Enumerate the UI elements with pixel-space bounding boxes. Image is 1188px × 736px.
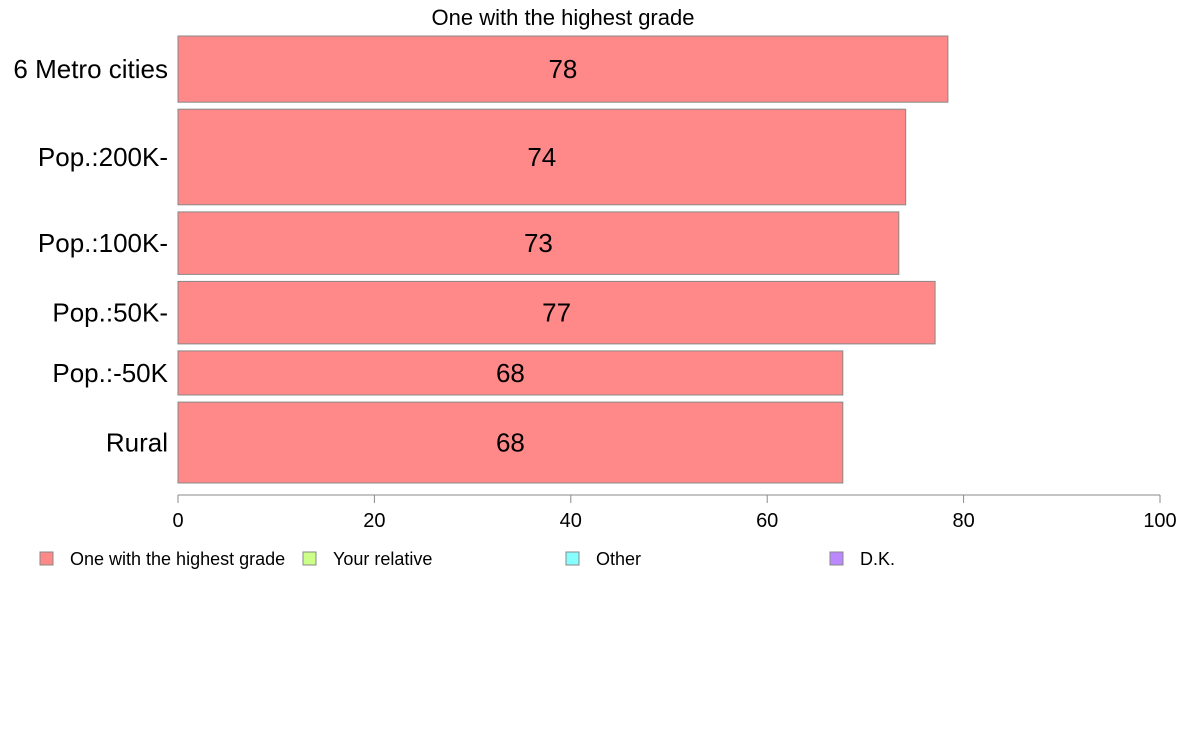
x-tick-label: 100 — [1143, 510, 1176, 532]
bar-value-label: 73 — [524, 228, 553, 258]
bar-5 — [177, 401, 844, 484]
category-labels: 6 Metro cities Pop.:200K- Pop.:100K- Pop.:5… — [13, 54, 168, 457]
legend-swatch — [829, 551, 844, 566]
category-label: 6 Metro cities — [13, 54, 168, 84]
x-tick-label: 40 — [560, 510, 582, 532]
bar-1 — [177, 108, 907, 206]
bar-value-label: 68 — [496, 428, 525, 458]
x-tick-label: 0 — [172, 510, 183, 532]
legend-label: Other — [596, 549, 641, 569]
x-tick-label: 80 — [952, 510, 974, 532]
bar-value-label: 74 — [527, 142, 556, 172]
legend: One with the highest grade Your relative O… — [39, 549, 895, 569]
value-labels: 78 74 73 77 68 68 — [496, 54, 577, 457]
bar-4 — [177, 350, 844, 396]
legend-swatch — [565, 551, 580, 566]
bars-group — [177, 35, 949, 484]
bar-2 — [177, 211, 900, 275]
legend-label: Your relative — [333, 549, 432, 569]
legend-swatch — [39, 551, 54, 566]
chart-title: One with the highest grade — [432, 5, 695, 30]
bar-0 — [177, 35, 949, 103]
x-axis: 0 20 40 60 80 100 — [172, 494, 1177, 532]
x-tick-label: 60 — [756, 510, 778, 532]
legend-label: One with the highest grade — [70, 549, 285, 569]
category-label: Pop.:100K- — [38, 228, 168, 258]
bar-value-label: 68 — [496, 358, 525, 388]
category-label: Pop.:-50K — [52, 358, 168, 388]
bar-value-label: 77 — [542, 298, 571, 328]
category-label: Rural — [106, 428, 168, 458]
category-label: Pop.:50K- — [52, 298, 168, 328]
x-tick-label: 20 — [363, 510, 385, 532]
bar-3 — [177, 280, 936, 345]
category-label: Pop.:200K- — [38, 142, 168, 172]
bar-value-label: 78 — [548, 54, 577, 84]
legend-swatch — [302, 551, 317, 566]
legend-label: D.K. — [860, 549, 895, 569]
